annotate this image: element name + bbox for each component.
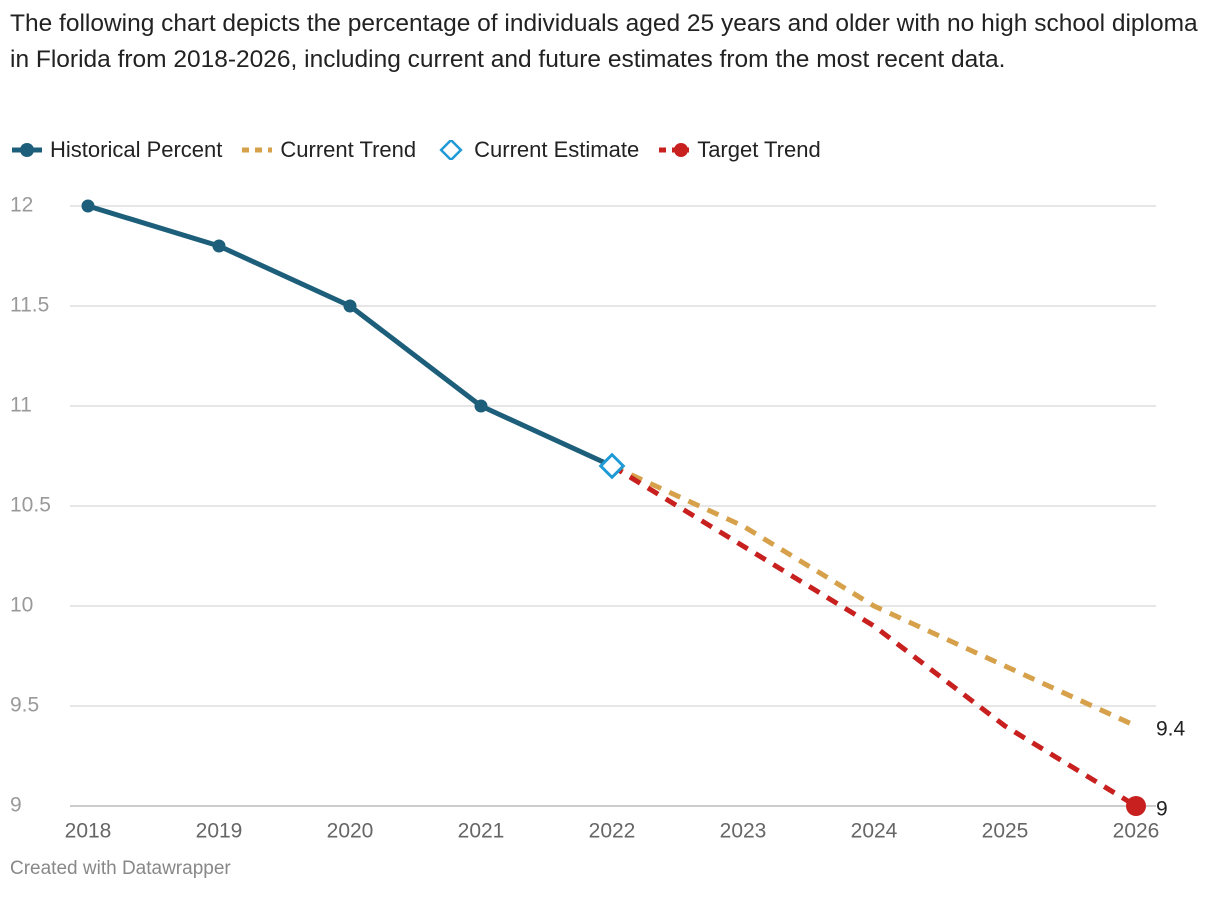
- point: [1126, 796, 1146, 816]
- point: [343, 299, 357, 313]
- value-label: 9.4: [1156, 718, 1186, 741]
- y-tick-label: 10: [10, 594, 33, 617]
- point: [81, 199, 95, 213]
- y-tick-label: 9.5: [10, 694, 39, 717]
- footer: Created with Datawrapper: [10, 858, 231, 879]
- y-tick-label: 11.5: [10, 294, 49, 317]
- legend-item: Current Estimate: [434, 137, 639, 163]
- legend-icon: [242, 147, 273, 153]
- legend-icon: [659, 143, 690, 157]
- legend-marker: [674, 143, 689, 157]
- point: [474, 399, 488, 413]
- series-line: [87, 203, 614, 469]
- y-tick-label: 11: [10, 394, 32, 417]
- legend-label: Current Trend: [280, 137, 417, 162]
- series-line: [610, 463, 1138, 809]
- x-tick-label: 2021: [458, 820, 505, 843]
- x-tick-label: 2024: [851, 820, 898, 843]
- x-tick-label: 2026: [1113, 820, 1160, 843]
- x-tick-label: 2025: [982, 820, 1029, 843]
- legend-icon: [12, 143, 42, 157]
- y-tick-label: 12: [10, 194, 33, 217]
- point: [212, 239, 226, 253]
- value-label: 9: [1156, 798, 1168, 821]
- x-tick-label: 2023: [720, 820, 767, 843]
- legend-marker: [20, 143, 34, 157]
- legend-item: Current Trend: [240, 137, 416, 163]
- legend-marker: [439, 140, 463, 160]
- chart-title: The following chart depicts the percenta…: [10, 10, 1198, 73]
- x-tick-label: 2022: [589, 820, 636, 843]
- legend-item: Target Trend: [657, 137, 821, 163]
- legend-icon: [439, 140, 463, 160]
- legend-item: Historical Percent: [10, 137, 222, 163]
- x-tick-label: 2020: [327, 820, 374, 843]
- x-tick-label: 2019: [196, 820, 243, 843]
- series-line: [610, 463, 1138, 729]
- y-tick-label: 10.5: [10, 494, 51, 517]
- legend-label: Target Trend: [697, 137, 821, 162]
- legend-label: Historical Percent: [50, 137, 223, 162]
- legend-label: Current Estimate: [474, 137, 640, 162]
- y-tick-label: 9: [10, 794, 22, 817]
- chart: 9 9.5 10 10.5 11 11.5 12 2018 2019 2020 2021 2022 20…: [10, 194, 1186, 843]
- point: [598, 452, 626, 480]
- legend: Historical Percent Current Trend Current E…: [10, 137, 821, 163]
- x-tick-label: 2018: [65, 820, 112, 843]
